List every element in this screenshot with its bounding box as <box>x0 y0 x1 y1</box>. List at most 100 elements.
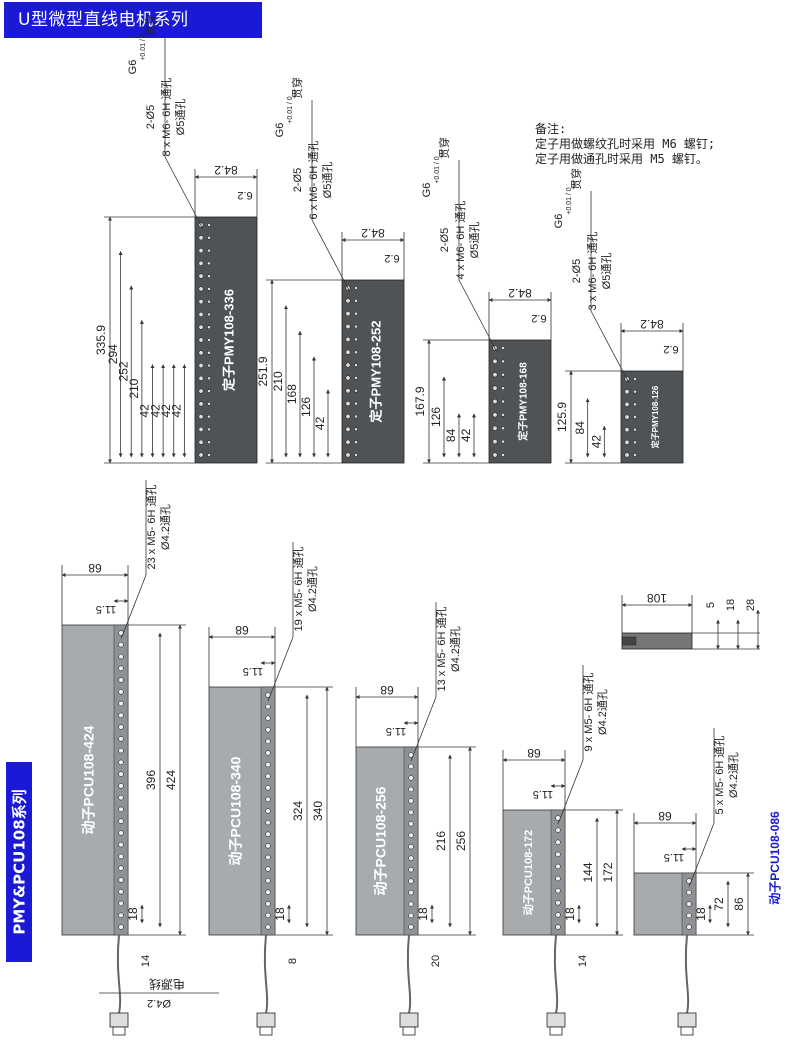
mover-width-dim: 68 <box>527 746 541 760</box>
mover-connector-plug <box>259 1026 273 1036</box>
stator-leader <box>164 156 204 230</box>
stator-through-label: 贯穿 <box>143 14 157 36</box>
mover-offset-dim: 11.5 <box>386 725 407 737</box>
mover-hole <box>686 889 692 896</box>
notes-block: 备注: 定子用做螺纹孔时采用 M6 螺钉; 定子用做通孔时采用 M5 螺钉。 <box>535 122 715 167</box>
stator-hole <box>354 324 358 329</box>
stator-width-dim: 84.2 <box>361 226 385 240</box>
stator-hole <box>207 325 211 330</box>
mover-thread-callout: 9 x M5- 6H 通孔 <box>582 673 595 752</box>
stator-hole <box>345 324 351 329</box>
stator-hole <box>207 338 211 342</box>
stator-through-label: 贯穿 <box>569 168 583 190</box>
stator-through-callout: Ø5通孔 <box>174 99 187 136</box>
mover-thread-callout: 23 x M5- 6H 通孔 <box>145 485 158 570</box>
mover-end-dim: 14 <box>140 955 152 967</box>
stator-hole <box>207 248 211 253</box>
mover-hole <box>555 924 561 930</box>
mover-hole <box>118 642 124 648</box>
page-title: U型微型直线电机系列 <box>18 10 189 30</box>
stator-hole <box>345 452 351 458</box>
mover-through-callout: Ø4.2通孔 <box>159 504 172 550</box>
stator-hole <box>345 311 351 317</box>
mover-leader <box>688 822 715 888</box>
mover-hole <box>118 842 124 848</box>
stator-hole <box>492 358 498 364</box>
side-view-h2-dim: 18 <box>725 599 737 611</box>
stator-through-callout: Ø5通孔 <box>468 222 481 259</box>
mover-hole <box>265 738 271 745</box>
stator-pitch-dim: 42 <box>459 428 473 442</box>
stator-hole <box>354 337 358 342</box>
mover-thread-callout: 19 x M5- 6H 通孔 <box>292 547 305 632</box>
mover-connector-plug <box>112 1026 126 1036</box>
stator-hole <box>354 298 358 303</box>
mover-hole <box>408 855 414 861</box>
stator-hole <box>492 385 498 391</box>
stator-hole <box>345 298 351 304</box>
stator-fit-label: G6 <box>553 214 565 229</box>
stator-hole <box>633 453 637 457</box>
stator-tolerance: +0.01 / 0 <box>140 33 147 61</box>
mover-hole <box>118 865 124 871</box>
stator-thread-callout: 4 x M6- 6H 通孔 <box>454 201 467 280</box>
stator-hole-callout: 2-Ø5 <box>145 105 157 129</box>
stator-hole <box>207 223 211 227</box>
mover-end-dim: 8 <box>287 958 299 964</box>
mover-first-hole-dim: 18 <box>273 907 287 921</box>
mover-hole <box>408 901 414 907</box>
mover-hole <box>265 703 271 710</box>
stator-hole <box>633 377 637 381</box>
stator-hole <box>207 389 211 393</box>
mover-hole <box>686 901 692 907</box>
mover-hole <box>118 700 124 707</box>
stator-offset-dim: 6.2 <box>663 343 678 355</box>
stator-hole <box>198 375 204 381</box>
stator-hole <box>207 350 211 355</box>
stator-hole <box>501 439 505 444</box>
mover-hole <box>265 796 271 803</box>
stator-tolerance: +0.01 / 0 <box>287 96 294 124</box>
mover-hole <box>408 844 414 850</box>
mover-hole <box>118 806 124 813</box>
mover-hole-strip <box>403 746 419 936</box>
mover-name: 动子PCU108-172 <box>521 830 535 916</box>
notes-line-2: 定子用做通孔时采用 M5 螺钉。 <box>535 152 708 166</box>
mover-hole <box>118 689 124 695</box>
stator-offset-dim: 6.2 <box>237 189 252 201</box>
stator-hole <box>501 413 505 417</box>
mover-cable <box>406 934 412 1014</box>
stator-thread-callout: 6 x M6- 6H 通孔 <box>307 141 320 220</box>
stator-hole <box>354 388 358 393</box>
mover-hole <box>265 761 271 768</box>
mover-hole <box>555 851 561 857</box>
stator-hole <box>207 440 211 445</box>
mover-cable <box>116 934 122 1014</box>
mover-offset-dim: 11.5 <box>664 851 685 863</box>
mover-hole <box>408 924 414 930</box>
stator-fit-label: G6 <box>274 123 286 138</box>
stator-total-dim: 335.9 <box>94 325 108 355</box>
mover-height-dim: 172 <box>601 862 615 882</box>
mover-connector <box>399 1012 419 1028</box>
mover-hole <box>408 912 414 919</box>
stator-hole <box>207 414 211 419</box>
mover-pitch-dim: 396 <box>144 770 158 790</box>
mover-hole <box>118 653 124 660</box>
stator-hole <box>354 376 358 380</box>
stator-hole <box>624 414 630 420</box>
mover-hole <box>408 832 414 838</box>
cable-diameter: Ø4.2 <box>147 997 171 1009</box>
stator-hole <box>198 452 204 458</box>
stator-hole <box>207 363 211 368</box>
mover-hole <box>118 912 124 918</box>
mover-hole <box>265 715 271 721</box>
mover-hole <box>408 867 414 873</box>
stator-hole <box>198 273 204 279</box>
stator-hole <box>501 372 505 377</box>
mover-hole <box>118 853 124 860</box>
mover-hole <box>265 831 271 837</box>
stator-total-dim: 125.9 <box>555 402 569 432</box>
mover-end-dim: 14 <box>577 955 589 967</box>
mover-cable <box>684 934 690 1014</box>
